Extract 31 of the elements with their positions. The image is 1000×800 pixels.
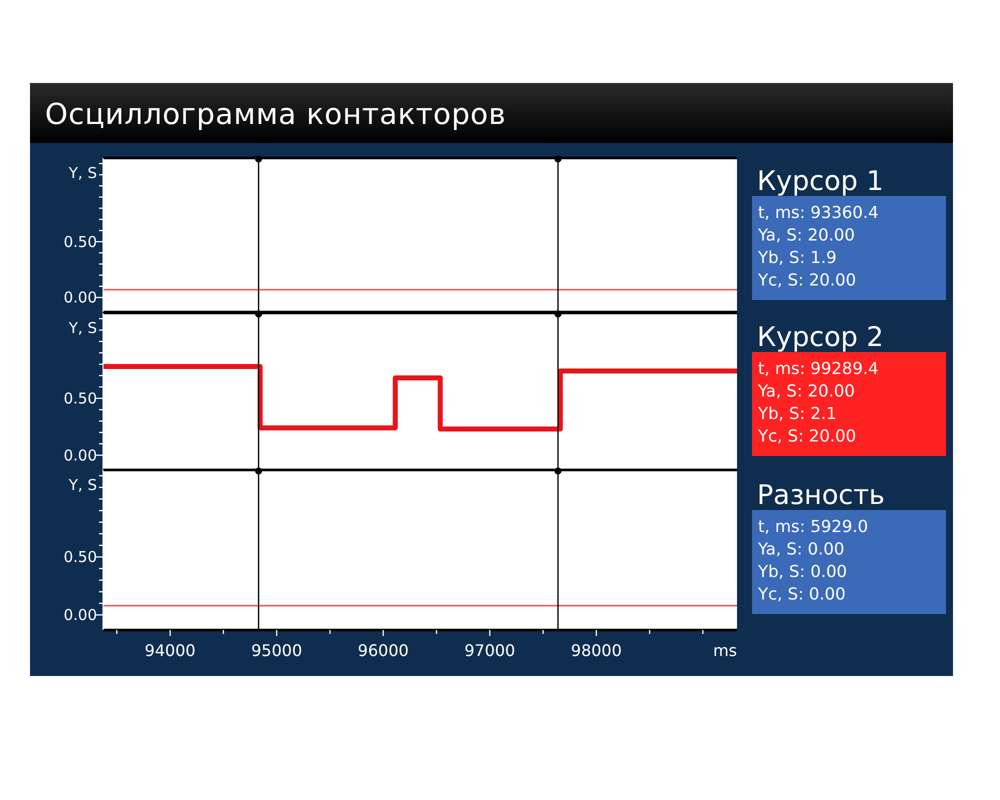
- y-tick-label: 0.50: [64, 548, 97, 566]
- x-tick-label: 98000: [570, 641, 622, 660]
- text: Yc, S: 20.00: [757, 426, 856, 446]
- text: Ya, S: 20.00: [757, 226, 855, 244]
- text: Yb, S: 2.1: [757, 404, 837, 423]
- text: Yb, S: 1.9: [757, 248, 837, 267]
- x-tick-label: 94000: [144, 641, 196, 660]
- text: Yb, S: 0.00: [757, 562, 848, 581]
- x-tick-label: 97000: [464, 641, 516, 660]
- text: Курсор 2: [757, 322, 884, 353]
- y-axis-title: Y, S: [68, 164, 97, 182]
- text: t, ms: 93360.4: [758, 203, 879, 222]
- text: t, ms: 5929.0: [758, 517, 868, 536]
- x-tick-label: 95000: [251, 641, 302, 660]
- y-tick-label: 0.00: [64, 288, 97, 307]
- text: Yc, S: 0.00: [757, 584, 846, 604]
- text: t, ms: 99289.4: [758, 359, 879, 378]
- y-tick-label: 0.00: [64, 606, 97, 624]
- y-axis-title: Y, S: [68, 476, 97, 494]
- x-tick-label: 96000: [358, 641, 409, 660]
- y-tick-label: 0.50: [64, 232, 97, 251]
- y-axis-title: Y, S: [68, 319, 97, 337]
- y-tick-label: 0.50: [64, 390, 97, 408]
- text: Курсор 1: [757, 166, 884, 197]
- chart-title: Осциллограмма контакторов: [45, 97, 506, 131]
- x-axis-title: ms: [713, 641, 737, 660]
- text: Ya, S: 20.00: [757, 382, 855, 400]
- text: Ya, S: 0.00: [757, 540, 844, 558]
- text: Yc, S: 20.00: [757, 270, 856, 290]
- y-tick-label: 0.00: [64, 446, 97, 464]
- text: Разность: [757, 480, 885, 511]
